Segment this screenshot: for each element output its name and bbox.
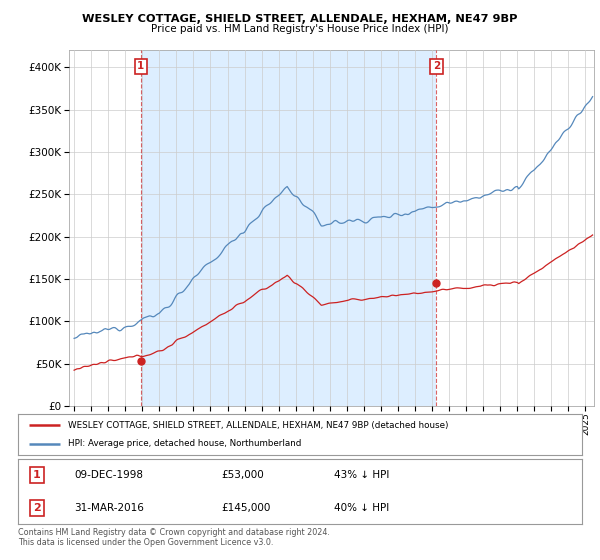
Text: 43% ↓ HPI: 43% ↓ HPI xyxy=(334,470,389,480)
Text: £145,000: £145,000 xyxy=(221,503,271,513)
Text: WESLEY COTTAGE, SHIELD STREET, ALLENDALE, HEXHAM, NE47 9BP (detached house): WESLEY COTTAGE, SHIELD STREET, ALLENDALE… xyxy=(68,421,448,430)
Text: 40% ↓ HPI: 40% ↓ HPI xyxy=(334,503,389,513)
Text: Contains HM Land Registry data © Crown copyright and database right 2024.
This d: Contains HM Land Registry data © Crown c… xyxy=(18,528,330,547)
Text: 2: 2 xyxy=(33,503,40,513)
Text: 31-MAR-2016: 31-MAR-2016 xyxy=(74,503,144,513)
Text: WESLEY COTTAGE, SHIELD STREET, ALLENDALE, HEXHAM, NE47 9BP: WESLEY COTTAGE, SHIELD STREET, ALLENDALE… xyxy=(82,14,518,24)
Text: 1: 1 xyxy=(137,62,145,72)
Bar xyxy=(141,50,436,406)
Text: HPI: Average price, detached house, Northumberland: HPI: Average price, detached house, Nort… xyxy=(68,440,301,449)
Text: 1: 1 xyxy=(33,470,40,480)
Text: £53,000: £53,000 xyxy=(221,470,264,480)
Text: Price paid vs. HM Land Registry's House Price Index (HPI): Price paid vs. HM Land Registry's House … xyxy=(151,24,449,34)
Text: 09-DEC-1998: 09-DEC-1998 xyxy=(74,470,143,480)
Text: 2: 2 xyxy=(433,62,440,72)
